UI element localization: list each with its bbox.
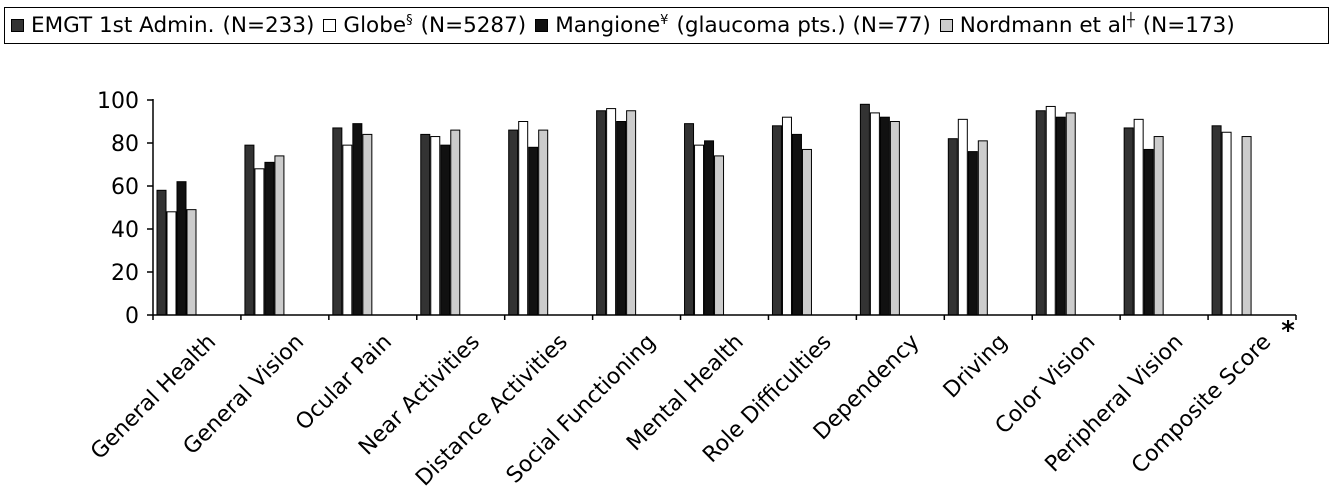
legend-swatch: [11, 19, 24, 32]
x-tick-label: Distance Activities: [411, 330, 573, 492]
bar: [518, 121, 529, 316]
bar: [606, 108, 617, 316]
bar: [1153, 136, 1164, 316]
bar: [879, 116, 890, 316]
bar: [254, 168, 265, 316]
bar: [1133, 118, 1144, 316]
legend-series-mark: §: [406, 12, 413, 28]
legend-swatch: [323, 19, 337, 32]
x-tick-label: Driving: [939, 330, 1013, 404]
y-tick-label: 60: [111, 175, 139, 200]
bar: [1143, 148, 1154, 316]
bar: [450, 129, 461, 316]
bar: [1045, 105, 1056, 316]
bar: [1055, 116, 1066, 316]
bar: [947, 138, 958, 316]
legend-item: Mangione¥ (glaucoma pts.) (N=77): [535, 13, 931, 38]
bar: [616, 121, 627, 316]
bar: [1123, 127, 1134, 316]
bar: [714, 155, 725, 316]
bar: [596, 110, 607, 316]
legend-series-name: Nordmann et al┼: [959, 12, 1135, 39]
bar: [420, 133, 431, 316]
bar: [440, 144, 451, 316]
composite-score-asterisk: *: [1281, 316, 1295, 346]
legend-swatch: [535, 19, 549, 32]
bar: [684, 123, 695, 316]
bar: [1035, 110, 1046, 316]
bar: [1241, 136, 1252, 316]
y-tick-label: 40: [111, 218, 139, 243]
bar: [244, 144, 255, 316]
legend-series-mark: ┼: [1126, 12, 1135, 28]
bar: [362, 133, 373, 316]
bar: [274, 155, 285, 316]
bar: [528, 146, 539, 316]
bar: [352, 123, 363, 316]
bar: [859, 103, 870, 316]
bar: [957, 118, 968, 316]
bar: [1221, 131, 1232, 316]
legend-swatch: [939, 19, 953, 32]
legend-series-count: (N=233): [222, 13, 315, 38]
bar: [771, 125, 782, 316]
bar: [1211, 125, 1222, 316]
bar: [508, 129, 519, 316]
x-tick-label: Social Functioning: [502, 330, 661, 489]
bar: [967, 151, 978, 316]
bar: [694, 144, 705, 316]
legend-item: Nordmann et al┼ (N=173): [939, 12, 1235, 39]
bar: [869, 112, 880, 316]
chart-legend: EMGT 1st Admin. (N=233) Globe§ (N=5287) Mang…: [4, 7, 1329, 44]
bar: [176, 181, 187, 316]
bar: [264, 161, 275, 316]
legend-series-mark: ¥: [660, 12, 669, 28]
bar: [430, 136, 441, 316]
legend-series-count: (glaucoma pts.) (N=77): [676, 13, 931, 38]
bar: [342, 144, 353, 316]
legend-series-count: (N=5287): [420, 13, 527, 38]
bar: [704, 140, 715, 316]
legend-series-name: Mangione¥: [555, 12, 669, 39]
legend-series-name: Globe§: [343, 12, 413, 39]
y-tick-label: 100: [97, 89, 139, 114]
bar: [801, 148, 812, 316]
legend-series-count: (N=173): [1142, 13, 1235, 38]
bar: [166, 211, 177, 316]
bar: [156, 189, 167, 316]
y-tick-label: 20: [111, 261, 139, 286]
bar: [538, 129, 549, 316]
legend-item: EMGT 1st Admin. (N=233): [11, 13, 314, 38]
y-tick-label: 80: [111, 132, 139, 157]
bar: [186, 209, 197, 316]
bar: [977, 140, 988, 316]
bar: [332, 127, 343, 316]
bar: [791, 133, 802, 316]
bar: [626, 110, 637, 316]
bar: [781, 116, 792, 316]
legend-item: Globe§ (N=5287): [323, 13, 526, 38]
legend-series-name: EMGT 1st Admin.: [31, 13, 215, 38]
y-tick-label: 0: [125, 304, 139, 329]
bar: [889, 121, 900, 316]
bar: [1065, 112, 1076, 316]
